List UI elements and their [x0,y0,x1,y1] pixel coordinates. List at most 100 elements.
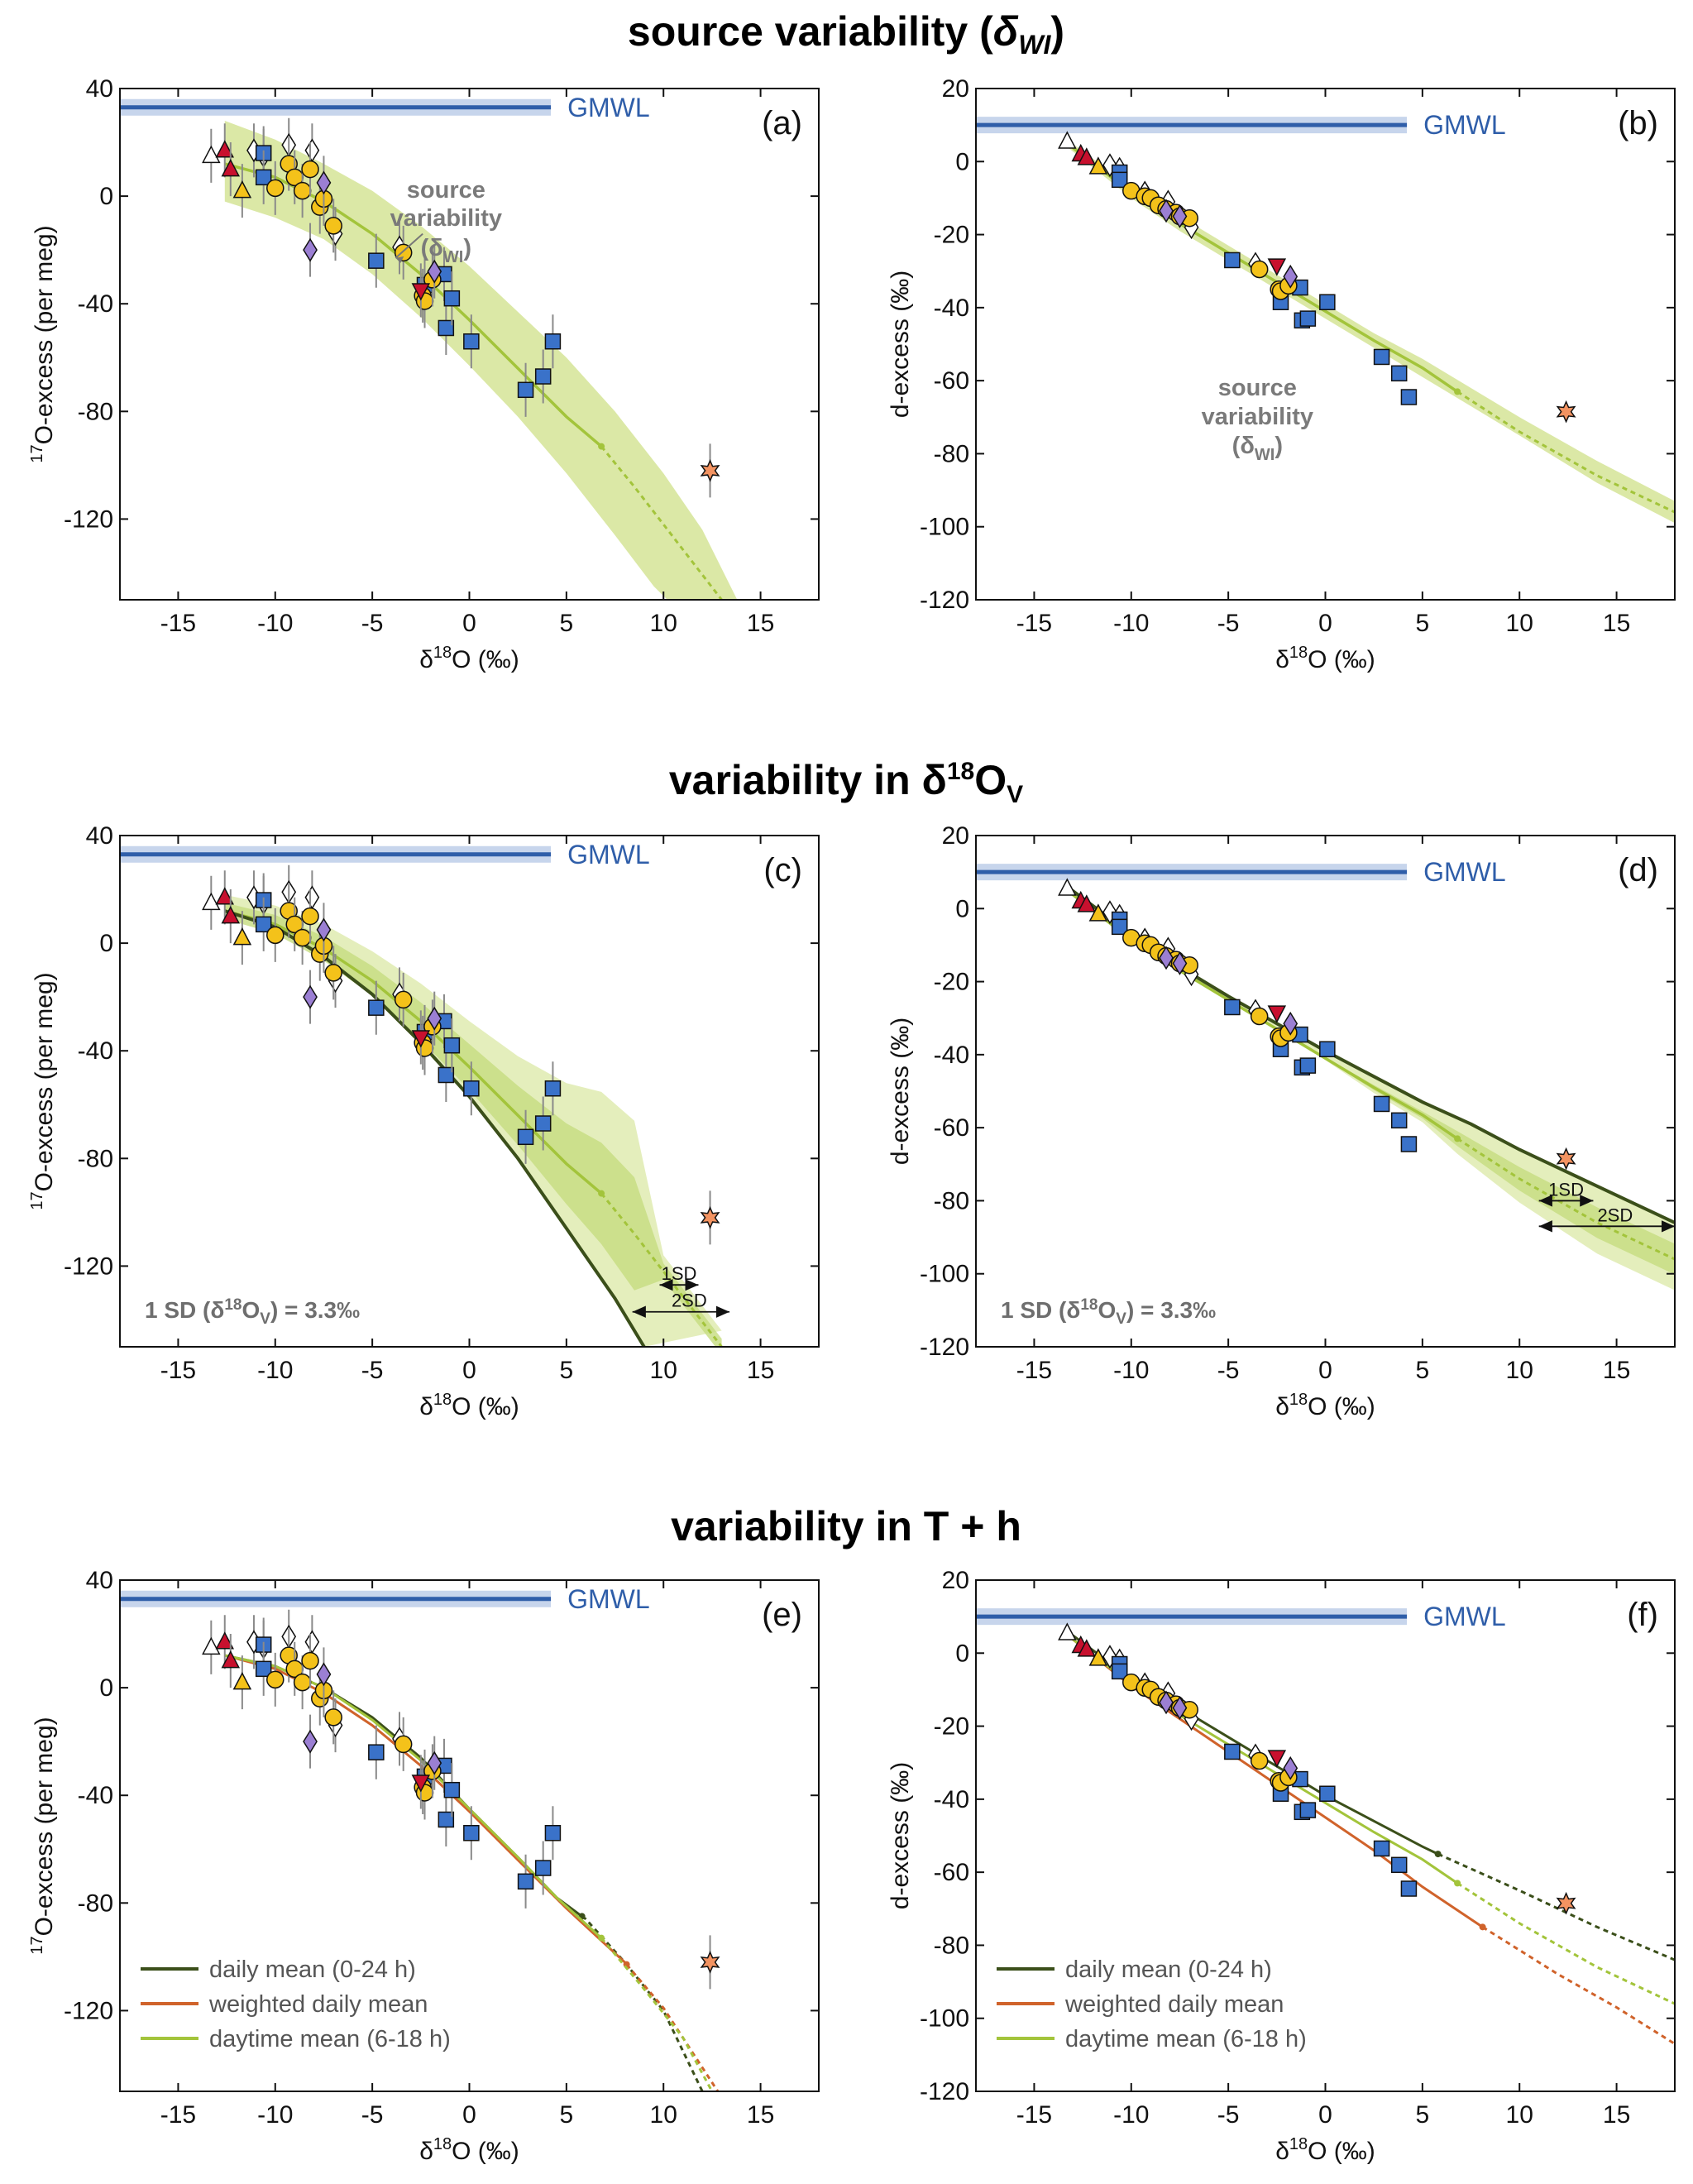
sd2-label: 2SD [1597,1205,1633,1225]
data-point [1390,365,1408,382]
data-point [1299,310,1317,327]
y-tick-label: -120 [920,1334,969,1361]
data-point [700,1206,720,1229]
data-point [394,1735,413,1754]
x-tick-label: -5 [361,610,384,637]
x-tick-label: -15 [160,2101,196,2129]
data-point [266,1670,285,1689]
x-tick-label: 5 [560,610,574,637]
data-point [438,1811,455,1828]
x-tick-label: -15 [160,610,196,637]
data-point [324,217,342,235]
y-axis-label: 17O-excess (per meg) [28,1717,58,1954]
data-point [266,179,285,198]
row-title-th: variability in T + h [671,1503,1021,1549]
data-point [1556,400,1576,424]
model-line-daytime-extrapolated [1456,1882,1675,2005]
data-point [427,259,442,284]
x-tick-label: 5 [1416,1357,1430,1384]
data-point [301,1651,319,1670]
y-tick-label: -120 [64,505,113,533]
source-variability-note: (δWI) [421,235,471,266]
y-tick-label: -100 [920,2005,969,2033]
model-endpoint-daily [1434,1851,1442,1858]
data-point [1088,156,1108,175]
data-point [438,1066,455,1084]
x-tick-label: -5 [1217,1357,1240,1384]
data-point [1058,131,1077,149]
data-point [316,1662,332,1687]
x-tick-label: -5 [361,1357,384,1384]
data-point [368,252,385,269]
legend-label: daily mean (0-24 h) [1065,1956,1272,1983]
data-point [1390,1112,1408,1129]
y-tick-label: -40 [78,1782,113,1809]
panel-label: (d) [1618,852,1658,888]
data-point [324,964,342,982]
panel-a: GMWL -15 -10 -5 0 5 10 15 40 0 -40 -80 -120 δ18O (‰) 1… [28,75,820,673]
y-tick-label: -100 [920,1261,969,1288]
y-tick-label: 40 [86,1567,113,1594]
model-line-extrapolated [1456,390,1675,514]
data-point [1088,1648,1108,1666]
y-axis-label: d-excess (‰) [887,1762,914,1909]
annotation-arrowhead [395,256,404,263]
data-point [1400,389,1418,405]
data-point [1283,1011,1298,1036]
data-point [1102,153,1117,178]
x-tick-label: -10 [257,1357,293,1384]
plot-frame [975,88,1676,601]
x-tick-label: 0 [462,610,476,637]
data-point [301,160,319,179]
x-tick-label: -5 [1217,2101,1240,2129]
data-point [1299,1057,1317,1074]
data-point [544,1080,562,1097]
x-tick-label: 10 [1506,1357,1533,1384]
data-point [1172,204,1188,228]
annotation-arrow [395,232,423,259]
panel-d: GMWL -15 -10 -5 0 5 10 15 20 0 -20 -40 -60 -80 -100 -12… [887,822,1676,1420]
model-endpoint [1454,388,1461,395]
gmwl-label: GMWL [1423,1602,1506,1631]
y-tick-label: -20 [934,222,969,249]
model-line-daytime-extrapolated [600,1937,714,2091]
y-axis-label: d-excess (‰) [887,1018,914,1165]
x-tick-label: 0 [1318,610,1332,637]
data-point [517,1873,534,1890]
data-point [1299,1802,1317,1818]
x-tick-label: -15 [1016,1357,1052,1384]
x-axis-label: δ18O (‰) [419,2135,519,2165]
y-tick-label: -120 [920,587,969,614]
gmwl-label: GMWL [567,93,650,122]
panel-b: GMWL -15 -10 -5 0 5 10 15 20 0 -20 -40 -60 -80 -100 -12… [887,75,1676,673]
panel-label: (a) [762,105,802,141]
y-tick-label: -40 [78,290,113,318]
y-tick-label: 40 [86,822,113,850]
data-point [1283,264,1298,289]
model-endpoint [598,443,605,450]
source-variability-band [1067,139,1675,524]
x-tick-label: 5 [560,1357,574,1384]
plot-area [976,1608,1675,2045]
data-point [443,1037,461,1054]
x-axis-label: δ18O (‰) [1275,644,1375,673]
legend-label: daytime mean (6-18 h) [1065,2026,1307,2052]
gmwl-label: GMWL [567,840,650,869]
data-point [1267,1750,1287,1768]
data-point [301,907,319,926]
y-tick-label: 20 [942,822,969,850]
data-point [221,1650,241,1669]
data-point [517,381,534,399]
data-point [1319,1785,1336,1802]
data-point [1373,1095,1390,1113]
x-tick-label: 15 [1603,1357,1630,1384]
model-line-daytime [224,1654,603,1939]
y-tick-label: 0 [99,183,113,210]
data-point [1400,1136,1418,1152]
gmwl-label: GMWL [1423,110,1506,140]
data-point [232,1671,252,1690]
y-tick-label: -120 [920,2078,969,2105]
data-point [1224,999,1241,1016]
y-tick-label: -60 [934,367,969,395]
x-tick-label: 0 [1318,2101,1332,2129]
